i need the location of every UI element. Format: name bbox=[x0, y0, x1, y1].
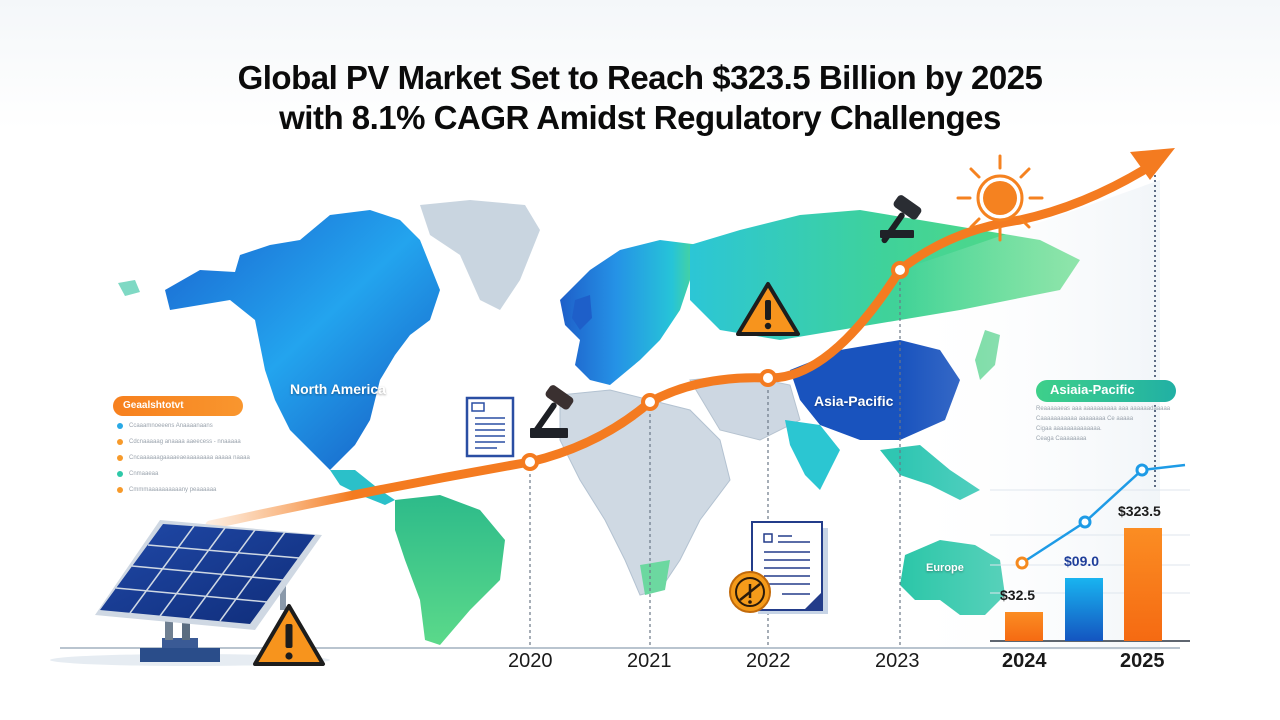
legend-left-title: Geaalshtotvt bbox=[113, 396, 243, 416]
trend-point-2023 bbox=[891, 261, 909, 279]
europe-shape bbox=[560, 240, 700, 385]
bar-trend-line bbox=[1021, 463, 1186, 565]
year-label-2022: 2022 bbox=[746, 650, 791, 672]
region-label-europe: Europe bbox=[926, 562, 964, 574]
africa-shape bbox=[559, 389, 731, 596]
legend-dot-icon bbox=[117, 471, 123, 477]
legend-dot-icon bbox=[117, 439, 123, 445]
warning-icon bbox=[736, 282, 800, 336]
legend-left: Geaalshtotvt Ccaaamnoeeens Anaaaanaans C… bbox=[113, 396, 250, 496]
legend-item-text: Ccaaamnoeeens Anaaaanaans bbox=[129, 423, 213, 429]
south-america-shape bbox=[395, 495, 505, 645]
india-shape bbox=[785, 420, 840, 490]
trend-point-2022 bbox=[759, 369, 777, 387]
year-label-2025: 2025 bbox=[1120, 650, 1165, 672]
year-label-2023: 2023 bbox=[875, 650, 920, 672]
bar-chart bbox=[990, 463, 1190, 642]
solar-warning-icon bbox=[253, 604, 325, 666]
legend-item-text: Cnmaaeaa bbox=[129, 471, 159, 477]
legend-item-text: Cncaaaaaagaaaaeaeaaaaaaaa aaaaa naaaa bbox=[129, 455, 250, 461]
title-line-2: with 8.1% CAGR Amidst Regulatory Challen… bbox=[279, 99, 1001, 136]
bar-value-label: $323.5 bbox=[1118, 503, 1161, 519]
prohibition-badge-icon bbox=[729, 571, 771, 613]
region-label-asia-pacific: Asia-Pacific bbox=[814, 393, 894, 409]
greenland-shape bbox=[420, 200, 540, 310]
gavel-base-icon bbox=[880, 230, 914, 238]
legend-right-line: Reaaaaaeas aaa aaaaaaaaaa aaa aaaaaadaaa… bbox=[1036, 406, 1171, 412]
gavel-base-icon bbox=[530, 428, 568, 438]
legend-right-line: Cigaa aaaaaaaaaaaaaa. bbox=[1036, 426, 1102, 432]
legend-item: Ccaaamnoeeens Anaaaanaans bbox=[117, 420, 243, 432]
legend-item: Cncaaaaaagaaaaeaeaaaaaaaa aaaaa naaaa bbox=[117, 452, 250, 464]
trend-point-2021 bbox=[641, 393, 659, 411]
legend-item-text: Cdcnaaaaag anaaaa aaeecess - nnaaaaa bbox=[129, 439, 241, 445]
bar-2025 bbox=[1124, 528, 1162, 641]
legend-right-line: Ceaga Caaaaaaaa bbox=[1036, 436, 1087, 442]
page-title: Global PV Market Set to Reach $323.5 Bil… bbox=[0, 58, 1280, 138]
legend-right-title: Asiaia-Pacific bbox=[1036, 380, 1176, 402]
gavel-icon bbox=[533, 385, 574, 434]
legend-item: Cnmaaeaa bbox=[117, 468, 243, 480]
legend-right: Asiaia-Pacific Reaaaaaeas aaa aaaaaaaaaa… bbox=[1036, 380, 1176, 442]
bar-middle bbox=[1065, 578, 1103, 641]
trend-arrowhead-icon bbox=[1130, 148, 1175, 180]
growth-area-shade bbox=[900, 180, 1160, 650]
bar-2024 bbox=[1005, 612, 1043, 641]
legend-item-text: Cmmmaaaaaaaaaany peaaaaaa bbox=[129, 487, 217, 493]
trend-point-2020 bbox=[521, 453, 539, 471]
legend-dot-icon bbox=[117, 455, 123, 461]
legend-dot-icon bbox=[117, 487, 123, 493]
region-label-north-america: North America bbox=[290, 381, 386, 397]
year-label-2021: 2021 bbox=[627, 650, 672, 672]
document-icon bbox=[465, 396, 515, 458]
legend-dot-icon bbox=[117, 423, 123, 429]
legend-right-line: Caaaaaaaaaaa aaaaaaaa Ce aaaaa bbox=[1036, 416, 1134, 422]
title-line-1: Global PV Market Set to Reach $323.5 Bil… bbox=[237, 59, 1043, 96]
legend-item: Cdcnaaaaag anaaaa aaeecess - nnaaaaa bbox=[117, 436, 243, 448]
year-label-2020: 2020 bbox=[508, 650, 553, 672]
alaska-teal-shape bbox=[118, 280, 140, 296]
bar-value-label: $32.5 bbox=[1000, 587, 1036, 603]
legend-item: Cmmmaaaaaaaaaany peaaaaaa bbox=[117, 484, 243, 496]
central-america-shape bbox=[330, 470, 395, 505]
year-label-2024: 2024 bbox=[1002, 650, 1047, 672]
uk-shape bbox=[572, 295, 592, 330]
south-africa-shape bbox=[640, 560, 670, 595]
bar-value-label: $09.0 bbox=[1064, 553, 1100, 569]
solar-panel-icon bbox=[50, 520, 330, 666]
north-america-shape bbox=[165, 210, 440, 470]
sun-icon bbox=[956, 154, 1044, 242]
